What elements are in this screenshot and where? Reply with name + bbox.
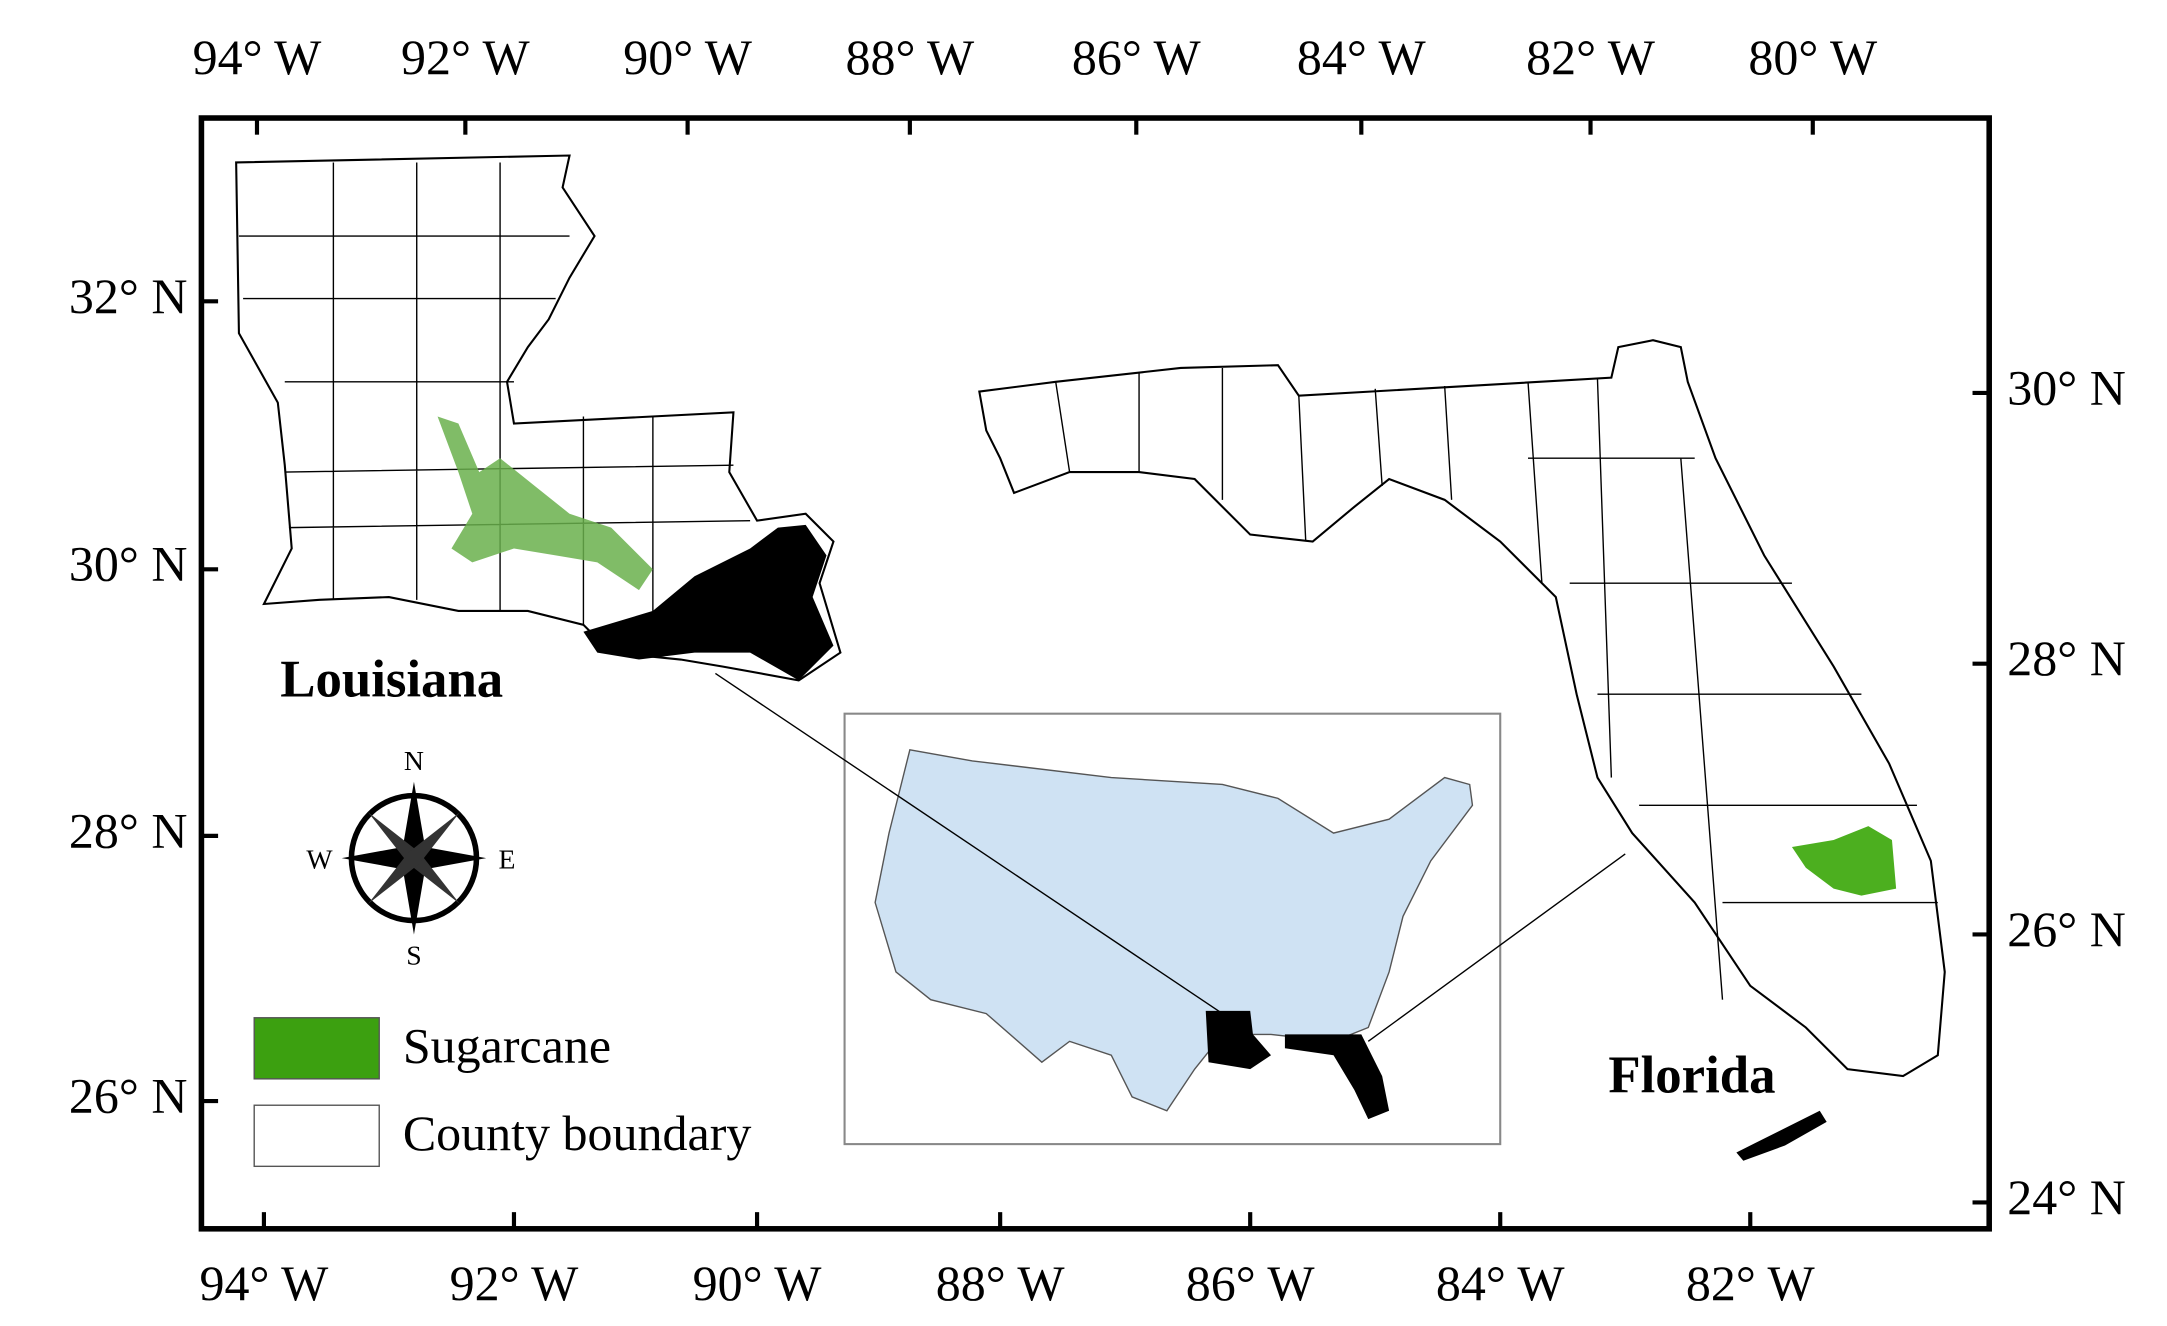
right-axis-label: 26° N xyxy=(2007,901,2126,957)
right-axis-label: 24° N xyxy=(2007,1169,2126,1225)
left-axis-label: 30° N xyxy=(69,536,188,592)
state-label: Florida xyxy=(1608,1046,1775,1104)
top-axis-label: 80° W xyxy=(1748,29,1878,85)
louisiana xyxy=(235,154,842,682)
florida-counties xyxy=(1055,367,1938,1000)
bottom-axis-label: 88° W xyxy=(936,1255,1066,1311)
bottom-axis-label: 86° W xyxy=(1186,1255,1316,1311)
bottom-axis-label: 94° W xyxy=(200,1255,330,1311)
legend-label: Sugarcane xyxy=(403,1018,611,1074)
inset-florida xyxy=(1284,1034,1390,1120)
leader-line xyxy=(715,672,1223,1015)
top-axis-label: 94° W xyxy=(193,29,323,85)
compass-label: N xyxy=(404,746,424,777)
left-axis-label: 28° N xyxy=(69,802,188,858)
right-axis-label: 28° N xyxy=(2007,630,2126,686)
bottom-axis-label: 92° W xyxy=(450,1255,580,1311)
top-axis-label: 90° W xyxy=(623,29,753,85)
legend-swatch-county xyxy=(253,1104,380,1168)
bottom-axis-label: 82° W xyxy=(1686,1255,1816,1311)
compass-label: W xyxy=(306,845,333,876)
top-axis-label: 86° W xyxy=(1072,29,1202,85)
bottom-axis-label: 84° W xyxy=(1436,1255,1566,1311)
state-label: Louisiana xyxy=(280,651,503,709)
compass-label: E xyxy=(499,845,516,876)
legend-label: County boundary xyxy=(403,1105,752,1161)
left-axis-label: 26° N xyxy=(69,1068,188,1124)
right-axis-label: 30° N xyxy=(2007,359,2126,415)
bottom-axis-label: 90° W xyxy=(693,1255,823,1311)
compass-rose xyxy=(341,781,487,935)
inset-louisiana xyxy=(1205,1010,1272,1070)
legend-swatch-sugarcane xyxy=(253,1017,380,1080)
florida xyxy=(978,339,1946,1078)
leader-line xyxy=(1367,853,1626,1042)
top-axis-label: 84° W xyxy=(1297,29,1427,85)
top-axis-label: 88° W xyxy=(845,29,975,85)
louisiana-marsh xyxy=(583,524,834,681)
florida-sugarcane xyxy=(1791,826,1897,896)
florida-keys xyxy=(1736,1110,1827,1161)
left-axis-label: 32° N xyxy=(69,268,188,324)
compass-label: S xyxy=(406,940,421,971)
louisiana-sugarcane xyxy=(437,416,653,591)
top-axis-label: 82° W xyxy=(1526,29,1656,85)
top-axis-label: 92° W xyxy=(401,29,531,85)
